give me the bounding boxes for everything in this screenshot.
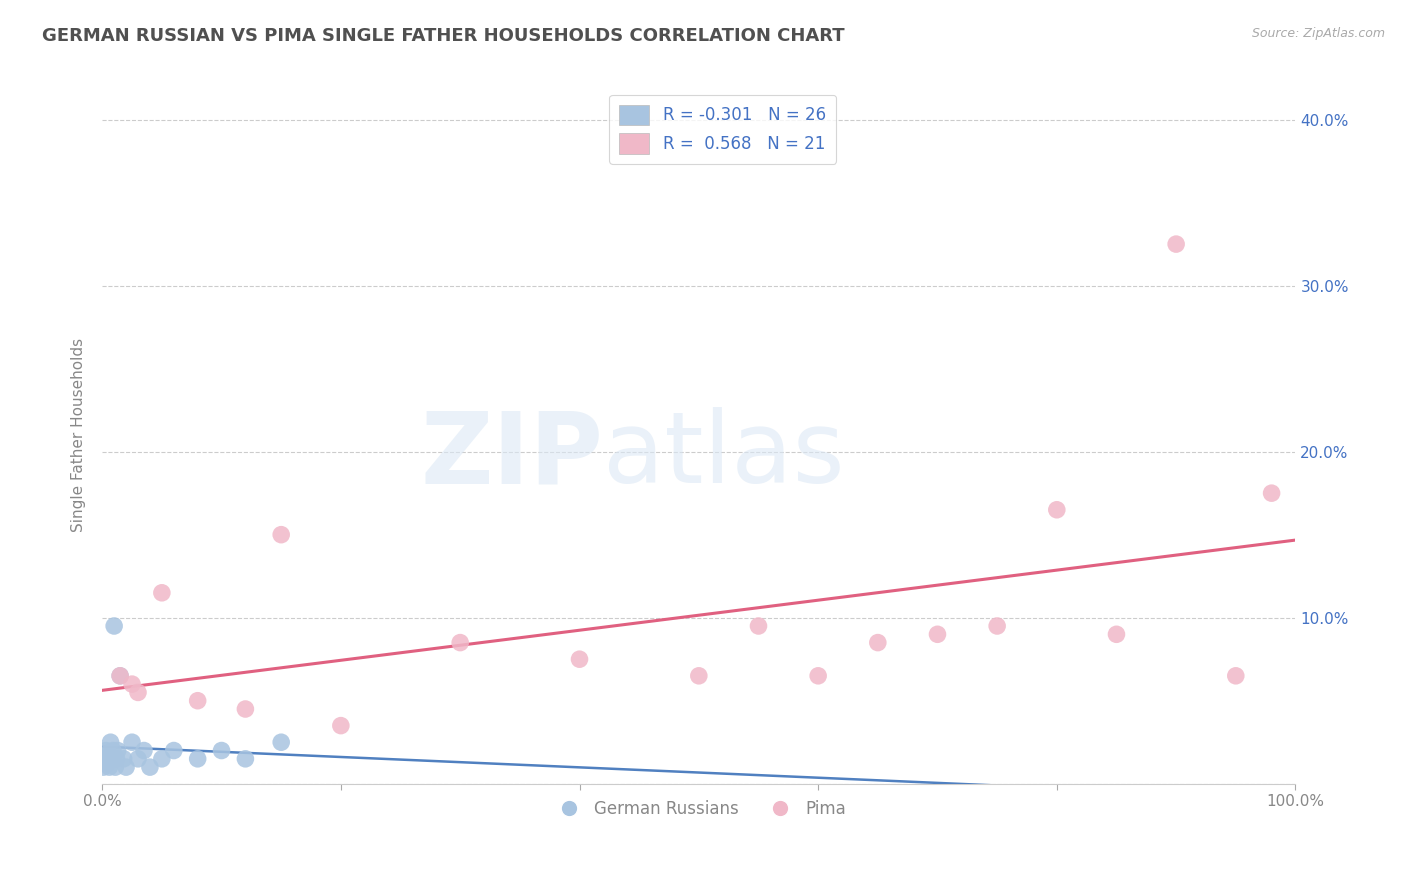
Point (108, 669, 131, 683)
Point (97, 747, 120, 761)
Point (1225, 669, 1247, 683)
Point (211, 743, 233, 757)
Point (329, 718, 352, 732)
Point (1166, 237, 1188, 252)
Point (747, 619, 769, 633)
Point (163, 743, 186, 757)
Point (105, 752, 128, 766)
Point (107, 743, 129, 757)
Y-axis label: Single Father Households: Single Father Households (72, 338, 86, 533)
Point (688, 669, 710, 683)
Point (103, 619, 125, 633)
Text: GERMAN RUSSIAN VS PIMA SINGLE FATHER HOUSEHOLDS CORRELATION CHART: GERMAN RUSSIAN VS PIMA SINGLE FATHER HOU… (42, 27, 845, 45)
Point (270, 735, 292, 749)
Point (1260, 486, 1282, 500)
Point (866, 635, 889, 649)
Point (449, 635, 471, 649)
Point (235, 702, 257, 716)
Point (927, 627, 949, 641)
Point (132, 743, 155, 757)
Point (986, 619, 1008, 633)
Point (150, 586, 173, 600)
Point (807, 669, 830, 683)
Point (150, 752, 173, 766)
Point (93, 752, 115, 766)
Point (100, 752, 122, 766)
Point (127, 752, 149, 766)
Point (235, 752, 257, 766)
Point (1046, 502, 1069, 516)
Point (270, 527, 292, 541)
Point (108, 669, 131, 683)
Point (93, 760, 115, 774)
Point (101, 743, 124, 757)
Text: atlas: atlas (603, 408, 845, 505)
Point (121, 677, 143, 691)
Point (96, 756, 118, 771)
Point (568, 652, 591, 666)
Point (139, 760, 162, 774)
Point (112, 752, 135, 766)
Point (104, 760, 127, 774)
Point (115, 760, 138, 774)
Point (98, 760, 121, 774)
Point (94, 743, 117, 757)
Text: Source: ZipAtlas.com: Source: ZipAtlas.com (1251, 27, 1385, 40)
Legend: German Russians, Pima: German Russians, Pima (546, 793, 852, 824)
Point (187, 694, 209, 708)
Point (100, 735, 122, 749)
Point (121, 735, 143, 749)
Point (187, 752, 209, 766)
Point (127, 685, 149, 699)
Point (1105, 627, 1128, 641)
Text: ZIP: ZIP (420, 408, 603, 505)
